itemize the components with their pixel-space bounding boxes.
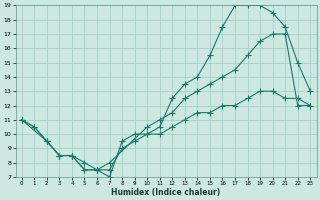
X-axis label: Humidex (Indice chaleur): Humidex (Indice chaleur)	[111, 188, 221, 197]
